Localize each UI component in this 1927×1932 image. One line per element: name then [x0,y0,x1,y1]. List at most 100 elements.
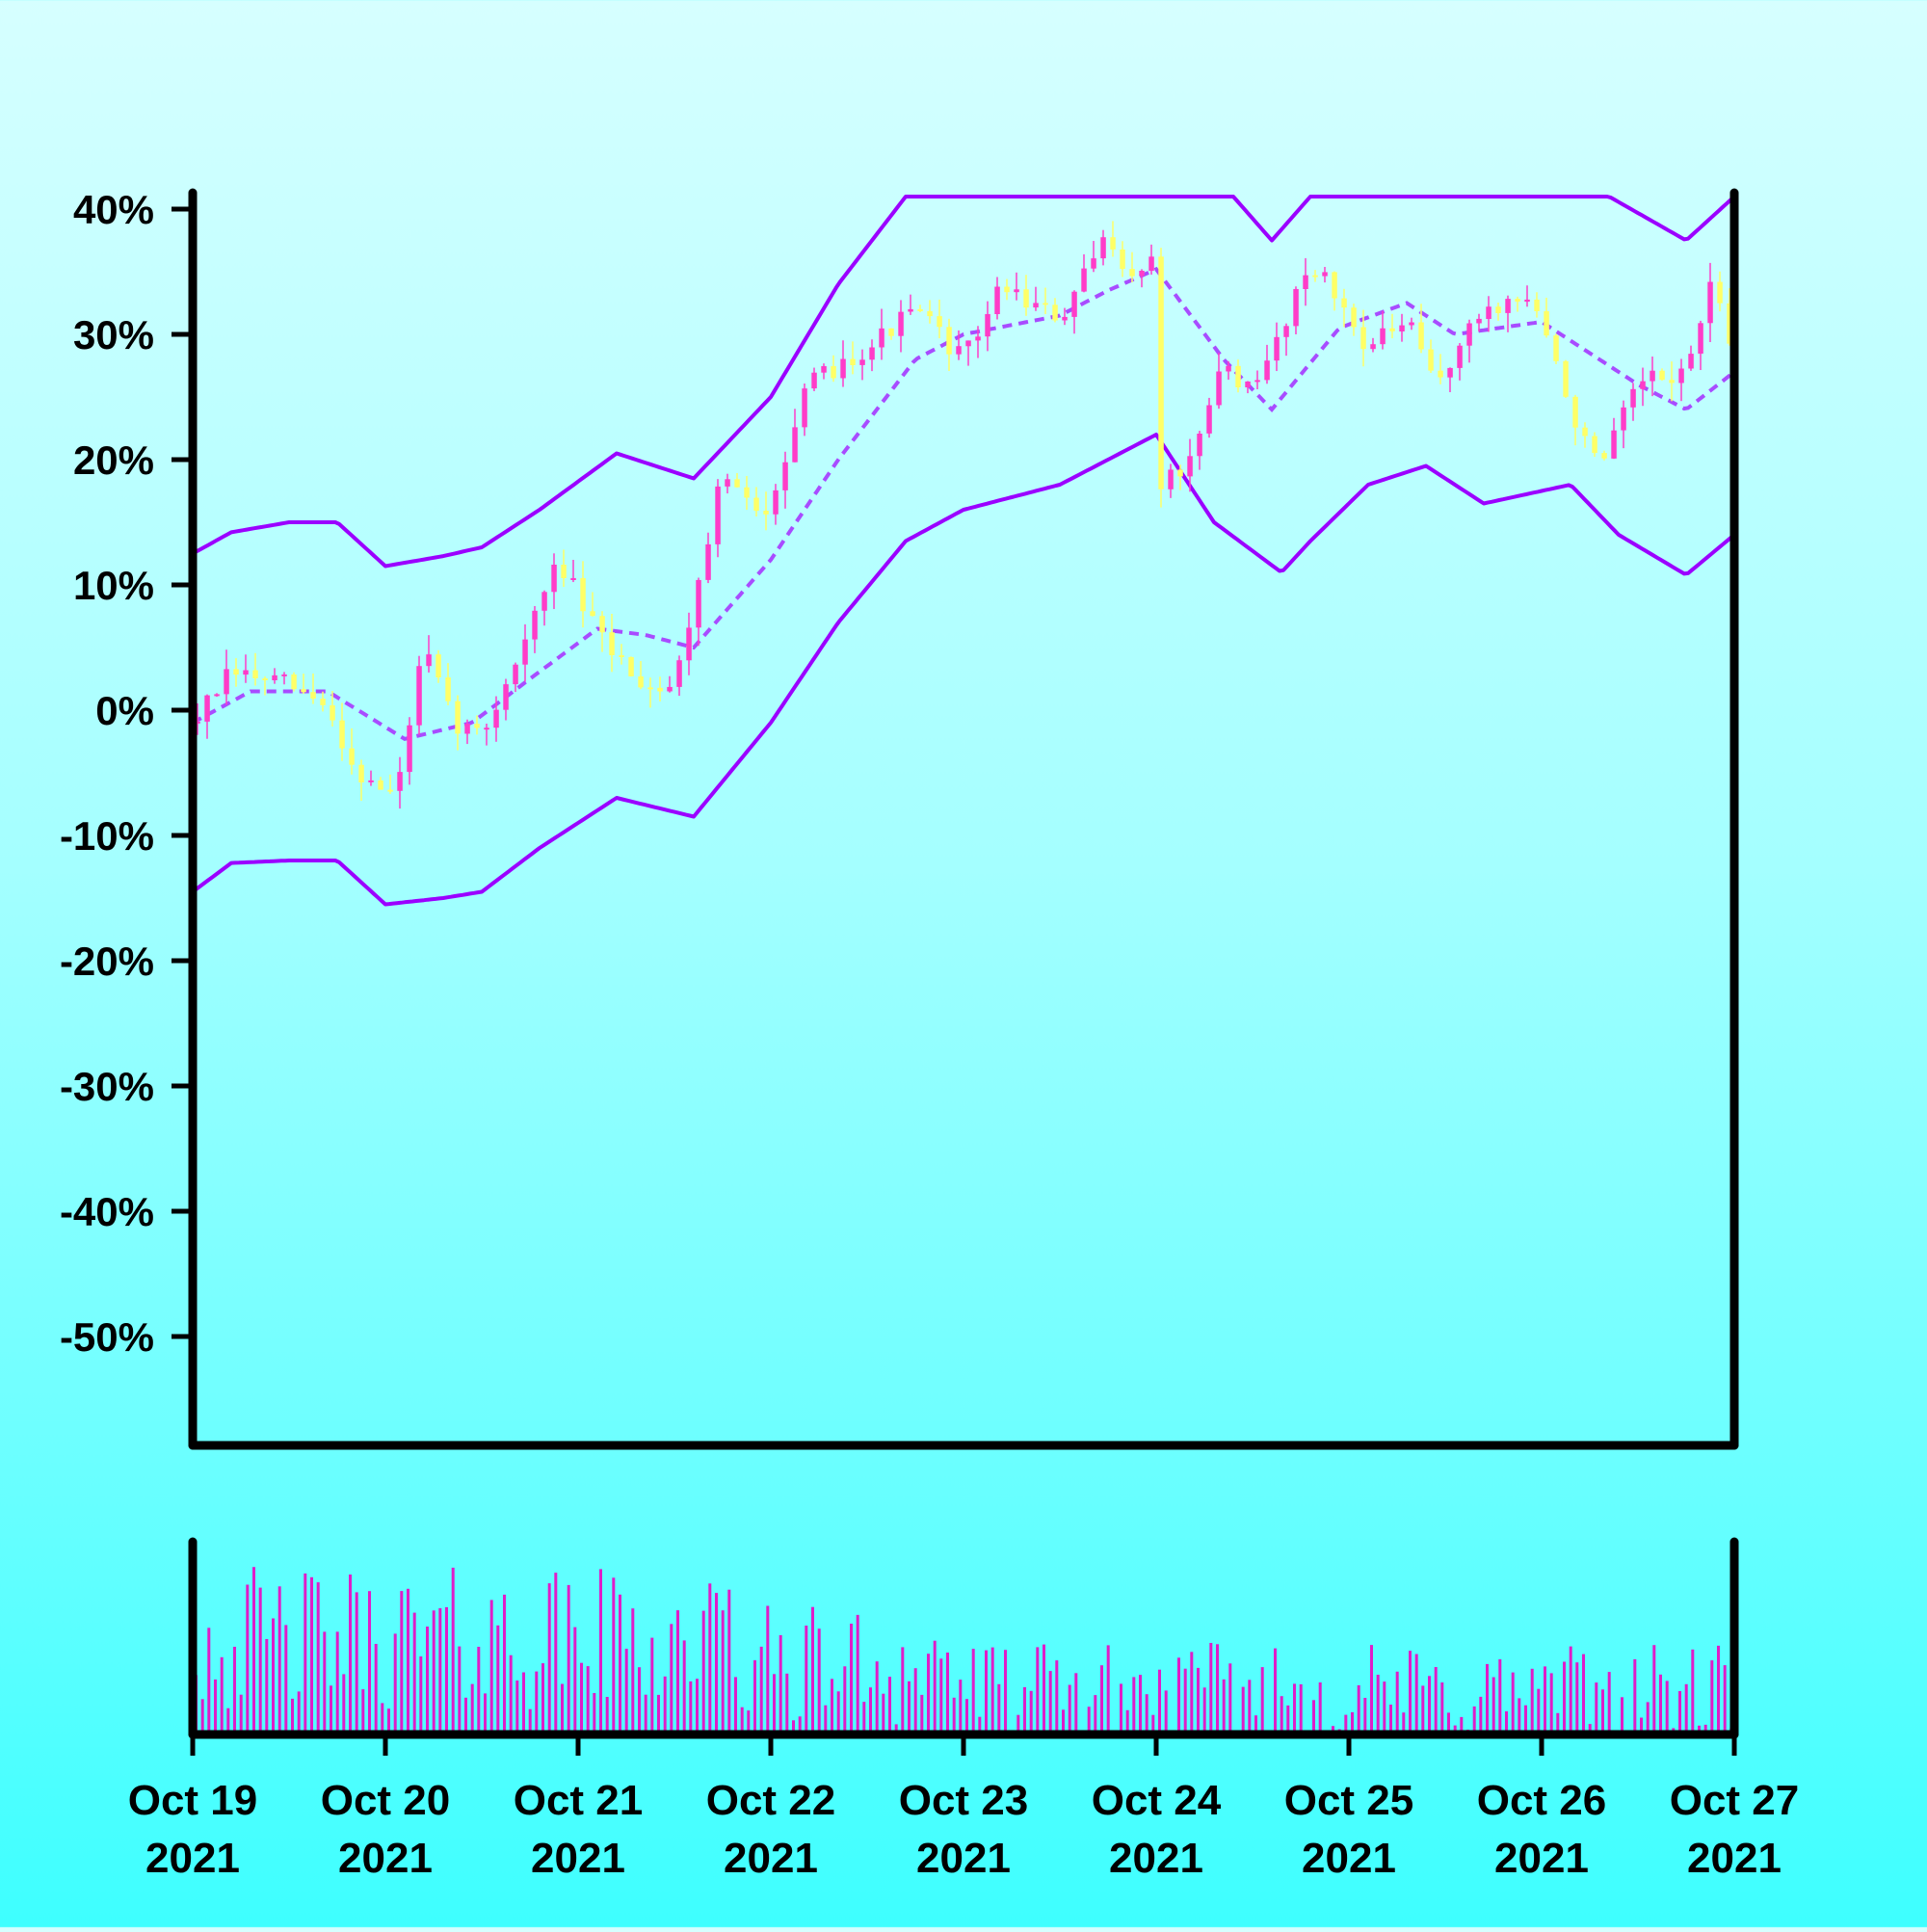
candle-body [705,543,711,580]
volume-bar [785,1673,789,1734]
volume-bar [1556,1712,1560,1734]
candle-body [349,748,355,765]
candle-body [1168,469,1174,490]
candle-body [1100,237,1106,259]
candle-body [657,687,663,692]
candle-body [416,666,422,726]
axes [188,188,1739,1739]
volume-bar [393,1633,397,1734]
volume-bar [1312,1700,1315,1734]
volume-bar [547,1583,551,1734]
volume-bar [753,1660,756,1734]
volume-bar [708,1583,712,1734]
volume-bar [1421,1685,1425,1734]
candle-body [503,684,509,710]
volume-bar [1395,1671,1399,1734]
y-tick-label: -30% [60,1064,154,1109]
candle-body [1014,289,1019,293]
volume-bar [484,1693,487,1734]
volume-bar [682,1640,686,1734]
volume-bar [1202,1687,1206,1734]
volume-bar [696,1679,699,1734]
x-tick-label-year: 2021 [531,1835,625,1882]
candle-body [763,511,769,515]
volume-bar [759,1646,763,1734]
candle-body [1389,328,1395,331]
volume-bar [445,1606,448,1734]
candle-body [214,694,220,697]
x-tick-label-date: Oct 20 [321,1777,451,1824]
candle-body [879,328,884,348]
volume-bar [1094,1695,1097,1734]
volume-bar [894,1724,898,1734]
candle-body [1563,360,1569,397]
volume-bar [1505,1711,1508,1734]
candle-body [474,724,480,728]
candle-body [1062,316,1068,321]
candle-body [619,655,624,657]
candle-body [1727,303,1732,344]
candle-body [1476,318,1482,324]
volume-bar [1274,1648,1277,1734]
candle-body [898,311,904,336]
x-axis-ticks: Oct 19 2021 Oct 20 2021 Oct 21 2021 Oct 22 2021… [128,1734,1800,1882]
volume-bar [330,1685,332,1734]
candle-body [956,346,962,355]
volume-bar [246,1584,250,1734]
volume-bar [1633,1658,1637,1734]
volume-bar [586,1666,590,1734]
x-tick-label-date: Oct 21 [514,1777,644,1824]
volume-bar [1447,1712,1450,1734]
candle-body [1457,345,1463,368]
volume-bar [1260,1667,1264,1734]
volume-bar [843,1666,847,1734]
candle-body [522,639,528,665]
candle-body [773,490,779,515]
volume-bar [1460,1716,1464,1734]
candle-body [387,789,393,792]
volume-bar [836,1691,840,1734]
volume-bar [432,1610,436,1734]
volume-bar [1659,1674,1662,1734]
candle-body [840,358,846,379]
volume-bar [381,1703,384,1734]
candle-body [1611,430,1617,459]
candle-body [484,728,489,730]
candle-body [985,314,990,337]
volume-bar [1569,1646,1572,1734]
candle-body [1582,427,1588,437]
x-tick-label-date: Oct 27 [1670,1777,1800,1824]
volume-bar [291,1698,294,1734]
volume-bar [1370,1645,1373,1734]
candle-body [1707,281,1713,324]
volume-bar [1486,1663,1489,1734]
candle-body [1235,365,1241,387]
volume-bar [644,1694,647,1734]
volume-bar [1723,1665,1727,1734]
candle-body [1553,335,1559,361]
volume-bar [277,1586,281,1734]
x-tick-label-year: 2021 [724,1835,818,1882]
volume-bar [515,1681,519,1734]
volume-bar [1428,1676,1431,1734]
volume-bar [496,1625,500,1734]
volume-bar [701,1610,705,1734]
volume-bar [1139,1675,1142,1734]
candle-body [570,578,576,580]
candle-body [753,497,759,511]
volume-bar [727,1589,731,1734]
volume-bar [869,1687,872,1734]
candle-body [599,616,605,633]
candle-body [1312,275,1318,278]
candle-body [1293,289,1299,327]
volume-bar [1043,1644,1045,1734]
candle-body [1129,269,1135,277]
candle-body [493,709,499,728]
volume-bar [214,1679,217,1734]
volume-bar [1344,1714,1348,1734]
y-tick-label: 0% [95,688,154,733]
volume-bar [233,1647,236,1734]
candle-body [1640,381,1646,389]
volume-bar [349,1575,352,1734]
